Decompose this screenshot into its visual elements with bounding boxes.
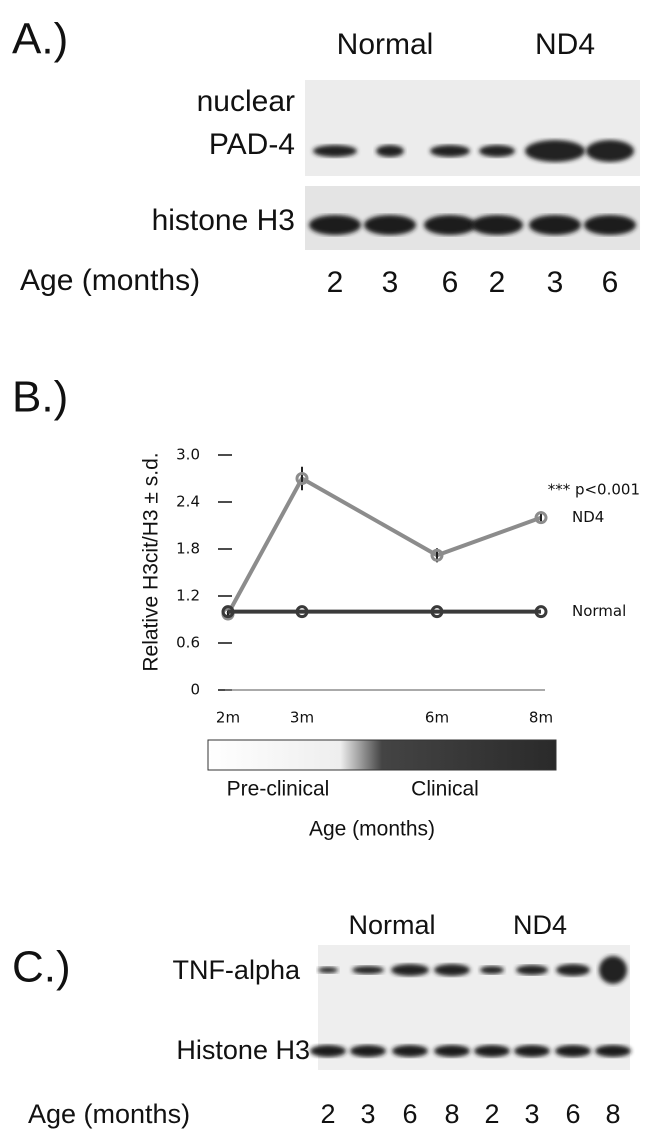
band bbox=[595, 1045, 631, 1057]
group-label: Normal bbox=[337, 28, 434, 61]
x-tick-label: 8m bbox=[529, 709, 553, 727]
age-label: Age (months) bbox=[28, 1099, 190, 1129]
row-label: Histone H3 bbox=[176, 1035, 310, 1065]
age: 3 bbox=[382, 266, 399, 299]
age: 2 bbox=[320, 1099, 335, 1129]
y-tick-label: 0 bbox=[190, 681, 200, 699]
x-axis-label: Age (months) bbox=[309, 818, 435, 841]
y-tick-label: 2.4 bbox=[176, 493, 200, 511]
row-label: histone H3 bbox=[152, 204, 295, 237]
blot bbox=[305, 80, 640, 176]
row-label: nuclear bbox=[197, 85, 295, 118]
band bbox=[514, 1045, 550, 1057]
band bbox=[318, 967, 338, 973]
age: 3 bbox=[360, 1099, 375, 1129]
group-label: ND4 bbox=[513, 910, 567, 940]
band bbox=[352, 966, 384, 974]
x-tick-label: 3m bbox=[290, 709, 314, 727]
stage-bar bbox=[208, 740, 556, 770]
band bbox=[434, 964, 470, 976]
band bbox=[364, 215, 416, 235]
age: 2 bbox=[484, 1099, 499, 1129]
band bbox=[525, 140, 585, 162]
age: 6 bbox=[402, 1099, 417, 1129]
panel-label: C.) bbox=[12, 943, 71, 992]
stage-label: Pre-clinical bbox=[227, 778, 330, 801]
x-tick-label: 2m bbox=[216, 709, 240, 727]
band bbox=[424, 215, 476, 235]
band bbox=[556, 964, 590, 976]
y-tick-label: 0.6 bbox=[176, 634, 200, 652]
band bbox=[529, 215, 581, 235]
age: 3 bbox=[547, 266, 564, 299]
band bbox=[310, 1045, 346, 1057]
band bbox=[376, 145, 404, 157]
band bbox=[313, 145, 357, 157]
age: 3 bbox=[524, 1099, 539, 1129]
band bbox=[309, 215, 361, 235]
panel-label: B.) bbox=[12, 373, 68, 422]
series-label: ND4 bbox=[572, 508, 604, 526]
age: 8 bbox=[444, 1099, 459, 1129]
age: 2 bbox=[489, 266, 506, 299]
panel-label: A.) bbox=[12, 15, 68, 64]
age: 6 bbox=[565, 1099, 580, 1129]
annotation: *** p<0.001 bbox=[548, 481, 640, 499]
blot bbox=[305, 186, 640, 250]
band bbox=[430, 145, 470, 157]
group-label: ND4 bbox=[535, 28, 595, 61]
band bbox=[479, 145, 515, 157]
age-label: Age (months) bbox=[20, 264, 200, 297]
x-tick-label: 6m bbox=[425, 709, 449, 727]
series-label: Normal bbox=[572, 602, 626, 620]
stage-label: Clinical bbox=[411, 778, 479, 801]
figure: A.) Normal ND4 nuclear PAD-4 histone H3 … bbox=[0, 0, 664, 1141]
band bbox=[350, 1045, 386, 1057]
age: 6 bbox=[602, 266, 619, 299]
y-tick-label: 1.8 bbox=[176, 540, 200, 558]
series-line bbox=[228, 479, 541, 615]
band bbox=[555, 1045, 591, 1057]
band bbox=[599, 956, 627, 984]
band bbox=[474, 1045, 510, 1057]
band bbox=[391, 964, 429, 976]
band bbox=[516, 965, 548, 975]
row-label: PAD-4 bbox=[209, 128, 295, 161]
y-tick-label: 1.2 bbox=[176, 587, 200, 605]
band bbox=[584, 215, 636, 235]
y-tick-label: 3.0 bbox=[176, 446, 200, 464]
age: 2 bbox=[327, 266, 344, 299]
group-label: Normal bbox=[348, 910, 435, 940]
band bbox=[471, 215, 523, 235]
row-label: TNF-alpha bbox=[172, 955, 301, 985]
band bbox=[480, 966, 504, 974]
band bbox=[586, 140, 634, 162]
age: 6 bbox=[442, 266, 459, 299]
y-axis-label: Relative H3cit/H3 ± s.d. bbox=[140, 452, 163, 671]
band bbox=[392, 1045, 428, 1057]
band bbox=[434, 1045, 470, 1057]
age: 8 bbox=[605, 1099, 620, 1129]
